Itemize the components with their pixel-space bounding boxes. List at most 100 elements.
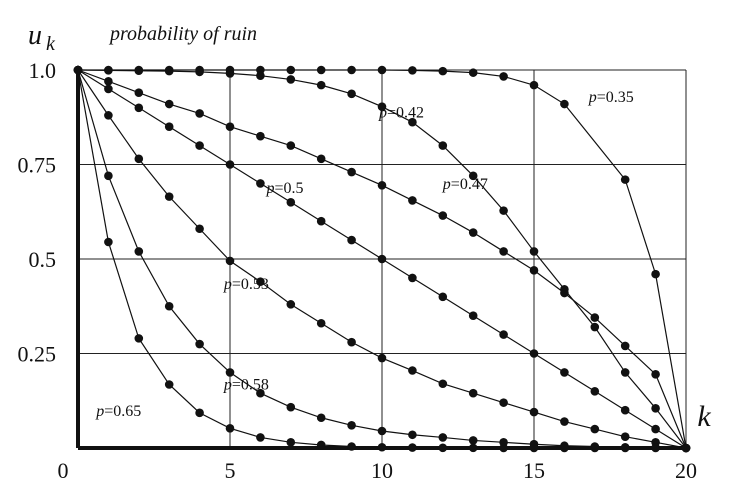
series-label-variable: p <box>223 376 232 393</box>
series-group <box>73 65 691 453</box>
data-point <box>225 368 235 377</box>
data-point <box>408 443 417 452</box>
data-point <box>499 72 508 81</box>
y-tick-label: 0.75 <box>18 153 57 178</box>
data-point <box>347 337 356 347</box>
data-point <box>316 440 326 450</box>
data-point <box>347 235 356 245</box>
data-point <box>104 84 113 94</box>
data-point <box>164 99 174 109</box>
data-point <box>377 254 387 264</box>
data-point <box>499 247 508 256</box>
series-label: p=0.42 <box>378 104 424 121</box>
data-point <box>499 443 508 453</box>
data-point <box>256 433 265 442</box>
data-point <box>164 192 174 201</box>
data-point <box>256 179 265 188</box>
data-point <box>286 438 296 447</box>
data-point <box>590 443 600 453</box>
data-point <box>347 167 356 177</box>
data-point <box>134 154 144 164</box>
data-point <box>347 65 356 75</box>
data-point <box>468 311 478 321</box>
x-axis-label: k <box>697 400 711 433</box>
data-point <box>347 442 356 451</box>
data-point <box>468 171 478 181</box>
chart-title-symbol: u <box>28 20 42 51</box>
data-point <box>377 442 387 452</box>
data-point <box>620 443 630 453</box>
data-point <box>529 266 539 275</box>
series-label: p=0.47 <box>442 176 488 193</box>
data-point <box>590 313 600 322</box>
data-point <box>316 318 326 328</box>
series-label: p=0.58 <box>223 376 269 393</box>
series-group <box>73 65 691 453</box>
data-point <box>438 141 448 150</box>
x-tick-label: 20 <box>675 458 697 483</box>
data-point <box>560 417 569 426</box>
data-point <box>590 387 600 396</box>
data-point <box>468 388 478 398</box>
data-point <box>560 99 569 109</box>
data-point <box>104 237 113 247</box>
data-point <box>468 443 478 453</box>
data-point <box>438 379 448 389</box>
x-tick-label: 5 <box>225 458 236 483</box>
data-point <box>651 269 660 279</box>
x-tick-label: 0 <box>58 458 69 483</box>
series-label: p=0.35 <box>588 89 634 106</box>
data-point <box>256 71 265 80</box>
series-label-value: =0.47 <box>451 176 488 193</box>
data-point <box>408 196 417 205</box>
series-group <box>73 65 691 453</box>
series-label-layer: p=0.35p=0.42p=0.47p=0.5p=0.53p=0.58p=0.6… <box>95 89 634 420</box>
data-point <box>104 77 113 86</box>
data-point <box>408 66 417 75</box>
data-point <box>408 117 417 127</box>
data-point <box>164 380 174 389</box>
data-point <box>256 131 265 141</box>
data-point <box>590 424 600 434</box>
data-point <box>438 443 448 453</box>
data-point <box>377 353 387 363</box>
data-point <box>134 247 144 256</box>
data-point <box>316 65 326 75</box>
data-point <box>468 228 478 237</box>
data-point <box>104 66 113 75</box>
data-point <box>438 66 448 76</box>
data-point <box>468 68 478 77</box>
data-point <box>195 141 204 150</box>
data-point <box>499 330 508 339</box>
data-point <box>164 122 174 131</box>
data-point <box>620 341 630 351</box>
series-label-variable: p <box>95 403 104 420</box>
x-tick-label: 15 <box>523 458 545 483</box>
data-point <box>134 334 144 343</box>
data-point <box>438 292 448 302</box>
data-point <box>408 366 417 375</box>
tick-label-layer: 1.0 0.75 0.5 0.25 0 5 10 15 20 <box>18 58 698 483</box>
data-point <box>499 206 508 215</box>
data-point <box>134 88 144 97</box>
data-point <box>620 405 630 415</box>
data-point <box>377 426 387 436</box>
data-point <box>195 224 204 234</box>
data-point <box>164 301 174 311</box>
data-point <box>195 67 204 77</box>
data-point <box>225 424 235 433</box>
data-point <box>377 65 387 75</box>
chart-title-subscript: k <box>46 33 56 55</box>
data-point <box>134 103 144 113</box>
series-label-value: =0.58 <box>232 376 269 393</box>
data-point <box>164 66 174 76</box>
series-label-variable: p <box>378 104 387 121</box>
data-point <box>529 349 539 358</box>
series-label-value: =0.65 <box>104 403 141 420</box>
data-point <box>529 80 539 90</box>
x-tick-label: 10 <box>371 458 393 483</box>
data-point <box>590 322 600 332</box>
data-point <box>529 247 539 256</box>
data-point <box>651 443 660 453</box>
